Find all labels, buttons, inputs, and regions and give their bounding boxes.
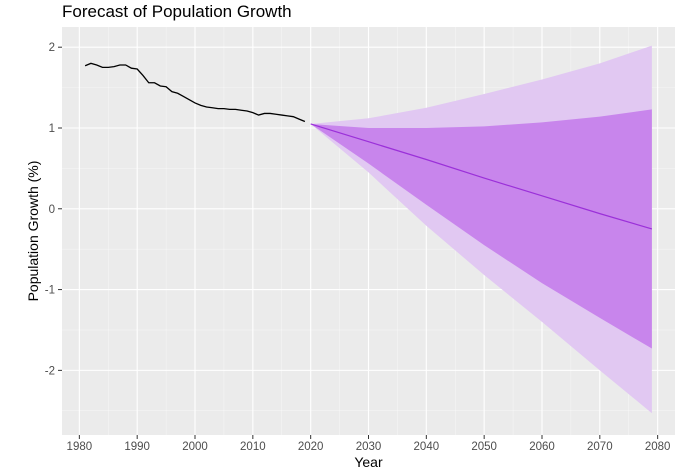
x-tick-label: 2010 <box>240 441 266 453</box>
x-tick-label: 2070 <box>587 441 613 453</box>
y-tick-label: 2 <box>49 42 55 54</box>
x-tick-label: 2050 <box>471 441 497 453</box>
x-tick-label: 2030 <box>356 441 382 453</box>
x-tick-label: 1990 <box>124 441 150 453</box>
y-tick-label: 0 <box>49 204 55 216</box>
forecast-band-80 <box>310 109 652 349</box>
y-tick-label: 1 <box>49 123 55 135</box>
x-axis-ticks: 1980 1990 2000 2010 2020 2030 2040 2050 2060 2070… <box>67 435 671 453</box>
x-tick-label: 2000 <box>182 441 208 453</box>
forecast-mean-line <box>310 123 653 230</box>
x-axis-title: Year <box>354 454 383 470</box>
y-tick-label: -1 <box>45 285 55 297</box>
history-line <box>84 62 306 123</box>
y-axis-ticks: -2 -1 0 1 2 <box>45 42 62 377</box>
y-axis-title: Population Growth (%) <box>25 161 41 302</box>
x-tick-label: 2040 <box>414 441 440 453</box>
x-tick-label: 2080 <box>645 441 671 453</box>
x-tick-label: 2060 <box>529 441 555 453</box>
x-tick-label: 2020 <box>298 441 324 453</box>
y-tick-label: -2 <box>45 365 55 377</box>
chart-title: Forecast of Population Growth <box>62 2 292 21</box>
x-tick-label: 1980 <box>67 441 93 453</box>
